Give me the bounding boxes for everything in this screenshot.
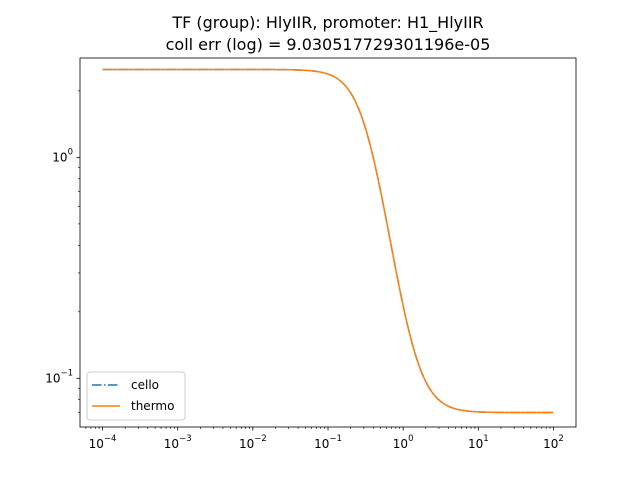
- x-tick-label: 10−2: [239, 434, 267, 451]
- chart-title-line2: coll err (log) = 9.030517729301196e-05: [166, 35, 491, 54]
- x-tick-label: 10−4: [89, 434, 117, 451]
- plot-area: [80, 58, 576, 427]
- x-tick-label: 10−3: [164, 434, 192, 451]
- legend: cello thermo: [86, 371, 186, 421]
- legend-label-cello: cello: [131, 378, 159, 392]
- x-tick-label: 102: [543, 434, 564, 451]
- ticks-layer: 10−4 10−3 10−2 10−1 100 101 102 10−1 100: [45, 90, 564, 451]
- chart-title-line1: TF (group): HlyIIR, promoter: H1_HlyIIR: [171, 13, 483, 33]
- x-tick-label: 100: [393, 434, 414, 451]
- x-tick-label: 10−1: [314, 434, 342, 451]
- series-layer: [102, 68, 554, 414]
- plot-frame: [79, 57, 577, 428]
- y-tick-label: 10−1: [45, 368, 73, 385]
- legend-box: [86, 371, 186, 421]
- x-tick-label: 101: [468, 434, 489, 451]
- y-tick-label: 100: [52, 147, 73, 164]
- series-line-thermo: [102, 68, 554, 414]
- legend-label-thermo: thermo: [131, 399, 174, 413]
